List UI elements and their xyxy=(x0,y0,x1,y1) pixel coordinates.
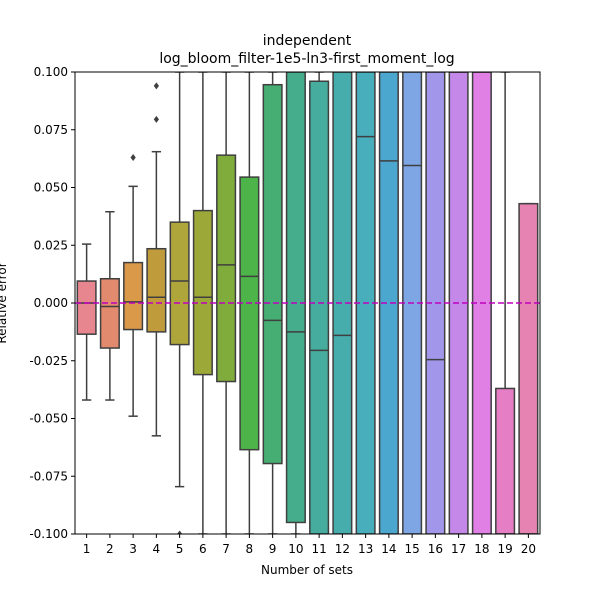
box-9 xyxy=(262,72,283,534)
x-axis-label: Number of sets xyxy=(261,563,353,577)
box-19 xyxy=(495,72,516,534)
box-iqr xyxy=(518,202,539,534)
y-tick-label: 0.075 xyxy=(34,123,68,137)
y-tick-label: 0.100 xyxy=(34,65,68,79)
y-axis-label: Relative error xyxy=(0,262,9,343)
box-12 xyxy=(332,72,353,534)
x-tick-label: 19 xyxy=(497,542,512,556)
box-20 xyxy=(518,202,539,534)
outlier-point xyxy=(153,115,159,123)
outlier-point xyxy=(177,530,183,534)
x-tick-label: 18 xyxy=(474,542,489,556)
x-tick-label: 1 xyxy=(83,542,91,556)
box-iqr xyxy=(378,72,399,534)
box-5 xyxy=(169,72,190,534)
x-tick-label: 12 xyxy=(335,542,350,556)
x-tick-label: 16 xyxy=(428,542,443,556)
box-iqr xyxy=(332,72,353,534)
box-iqr xyxy=(169,221,190,346)
x-tick-label: 3 xyxy=(129,542,137,556)
outlier-point xyxy=(130,153,136,161)
x-tick-label: 15 xyxy=(404,542,419,556)
box-iqr xyxy=(146,247,167,333)
y-tick-label: 0.025 xyxy=(34,238,68,252)
box-7 xyxy=(216,72,237,534)
x-tick-label: 6 xyxy=(199,542,207,556)
x-tick-label: 8 xyxy=(246,542,254,556)
box-8 xyxy=(239,72,260,534)
box-11 xyxy=(309,72,330,534)
box-3 xyxy=(123,153,144,417)
outlier-point xyxy=(153,82,159,90)
box-6 xyxy=(192,72,213,534)
box-2 xyxy=(99,211,120,401)
y-tick-label: -0.100 xyxy=(29,527,68,541)
x-tick-label: 11 xyxy=(311,542,326,556)
x-tick-label: 2 xyxy=(106,542,114,556)
x-axis: 1 2 3 4 5 6 7 8 9 10 11 12 13 14 15 16 17 18 19 20 xyxy=(83,534,536,556)
box-iqr xyxy=(99,277,120,349)
x-tick-label: 4 xyxy=(153,542,161,556)
x-tick-label: 13 xyxy=(358,542,373,556)
plot-frame xyxy=(74,71,541,535)
y-axis: -0.100 -0.075 -0.050 -0.025 0.000 0.025 0.050 0… xyxy=(29,65,75,541)
x-tick-label: 7 xyxy=(222,542,230,556)
box-iqr xyxy=(216,154,237,383)
y-tick-label: 0.050 xyxy=(34,181,68,195)
box-14 xyxy=(378,72,399,534)
box-iqr xyxy=(192,209,213,376)
x-tick-label: 10 xyxy=(288,542,303,556)
x-tick-label: 20 xyxy=(521,542,536,556)
chart-title-line2: log_bloom_filter-1e5-ln3-first_moment_lo… xyxy=(159,51,454,67)
y-tick-label: -0.025 xyxy=(29,354,68,368)
y-tick-label: -0.075 xyxy=(29,469,68,483)
x-tick-label: 9 xyxy=(269,542,277,556)
box-iqr xyxy=(262,83,283,465)
x-tick-label: 5 xyxy=(176,542,184,556)
box-iqr xyxy=(76,280,97,335)
box-1 xyxy=(76,243,97,401)
x-tick-label: 17 xyxy=(451,542,466,556)
box-iqr xyxy=(495,387,516,534)
y-tick-label: 0.000 xyxy=(34,296,68,310)
chart-title-line1: independent xyxy=(263,33,352,49)
box-iqr xyxy=(285,72,306,524)
box-iqr xyxy=(309,80,330,534)
y-tick-label: -0.050 xyxy=(29,412,68,426)
x-tick-label: 14 xyxy=(381,542,396,556)
box-iqr xyxy=(123,261,144,331)
box-iqr xyxy=(239,176,260,451)
boxes-layer xyxy=(76,72,539,534)
box-4 xyxy=(146,82,167,437)
box-10 xyxy=(285,72,306,534)
